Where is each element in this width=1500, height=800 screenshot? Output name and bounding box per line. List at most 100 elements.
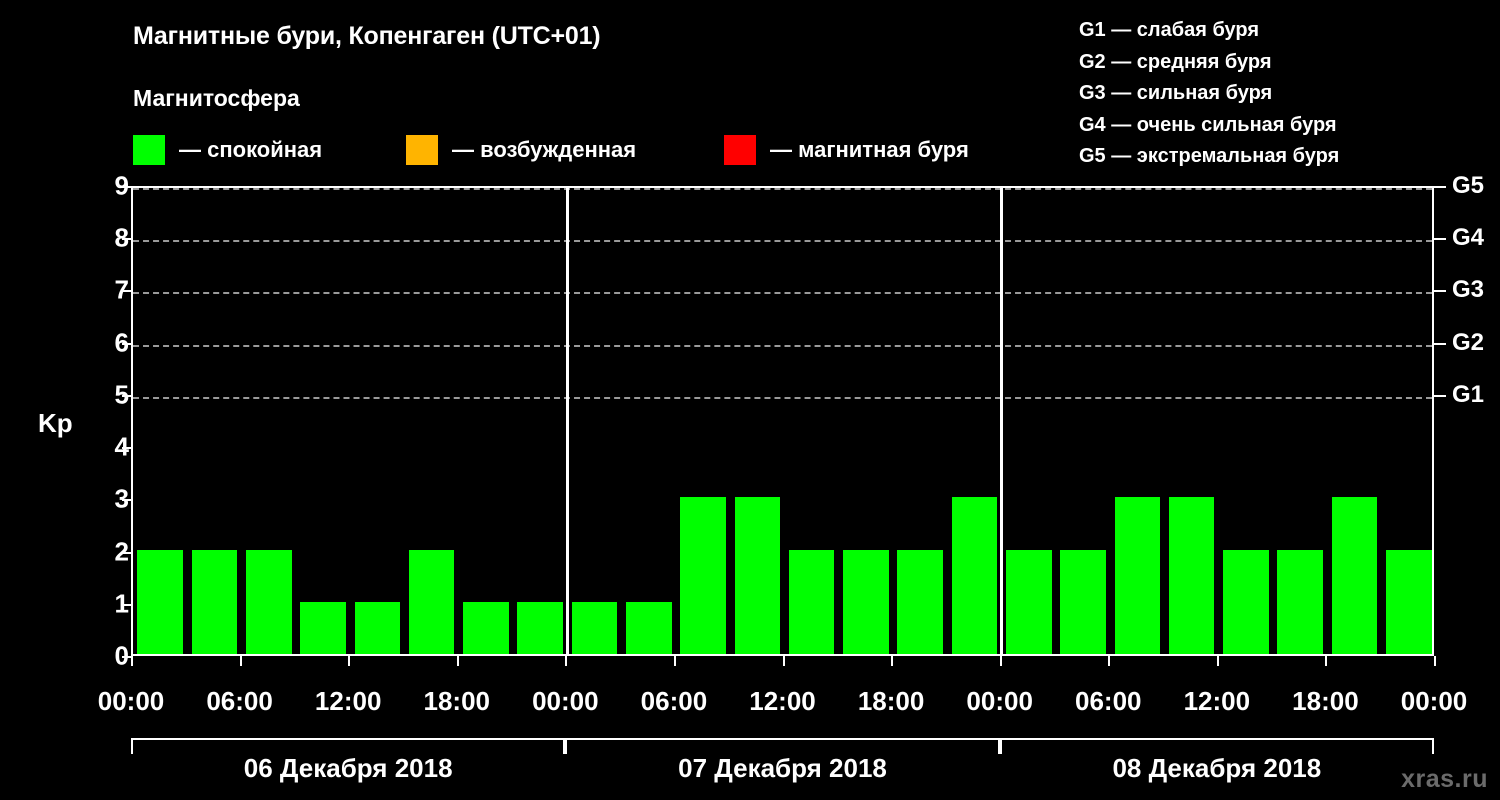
gridline-kp-7 xyxy=(133,292,1432,295)
x-tick-mark-10 xyxy=(1216,656,1219,666)
watermark: xras.ru xyxy=(1401,765,1488,793)
legend-item-storm: — магнитная буря xyxy=(724,133,969,167)
y-tick-mark-9 xyxy=(122,186,132,188)
y-tick-mark-4 xyxy=(122,447,132,450)
bar xyxy=(625,601,672,654)
date-rule-1 xyxy=(131,738,566,754)
x-tick-mark-4 xyxy=(565,656,568,666)
g-tick-mark-G2 xyxy=(1434,342,1446,345)
bar xyxy=(1277,549,1324,654)
x-tick-label-8: 00:00 xyxy=(966,686,1033,716)
x-tick-label-12: 00:00 xyxy=(1400,686,1468,716)
y-tick-label-2: 2 xyxy=(114,536,129,567)
y-tick-label-4: 4 xyxy=(114,431,129,462)
x-tick-mark-2 xyxy=(348,656,351,666)
y-axis-title: Kp xyxy=(38,408,73,438)
x-tick-label-6: 12:00 xyxy=(749,686,816,716)
legend-swatch-calm xyxy=(133,135,165,165)
g-tick-label-G1: G1 xyxy=(1452,380,1485,408)
g-tick-label-G2: G2 xyxy=(1452,328,1485,356)
y-tick-label-0: 0 xyxy=(114,640,129,671)
g-scale-legend: G1 — слабая буря G2 — средняя буря G3 — си… xyxy=(1079,15,1479,173)
y-tick-mark-7 xyxy=(122,290,132,293)
bar xyxy=(1168,497,1215,654)
y-tick-label-5: 5 xyxy=(114,379,129,410)
g-legend-row-2: G2 — средняя буря xyxy=(1079,50,1272,73)
bar xyxy=(1223,549,1269,654)
g-tick-mark-G5 xyxy=(1434,186,1446,188)
bar xyxy=(571,601,618,654)
plot-area xyxy=(131,186,1434,656)
bar xyxy=(463,601,509,654)
bar xyxy=(734,497,781,654)
y-tick-mark-6 xyxy=(122,342,132,345)
g-tick-mark-G1 xyxy=(1434,394,1446,397)
bar xyxy=(1114,497,1161,654)
gridline-kp-6 xyxy=(133,344,1432,347)
x-tick-label-10: 12:00 xyxy=(1183,686,1251,716)
y-tick-mark-1 xyxy=(122,603,132,606)
legend-swatch-active xyxy=(406,135,438,165)
x-tick-mark-6 xyxy=(782,656,785,666)
y-tick-label-7: 7 xyxy=(114,274,129,305)
bar xyxy=(300,601,346,654)
x-tick-label-1: 06:00 xyxy=(206,686,273,716)
y-tick-label-1: 1 xyxy=(114,588,129,619)
g-tick-label-G4: G4 xyxy=(1452,224,1485,252)
bar xyxy=(680,497,726,654)
page-title: Магнитные бури, Копенгаген (UTC+01) xyxy=(133,22,601,50)
x-tick-mark-3 xyxy=(456,656,459,666)
g-legend-row-3: G3 — сильная буря xyxy=(1079,82,1273,104)
x-tick-label-0: 00:00 xyxy=(97,686,165,716)
y-tick-mark-8 xyxy=(122,238,132,241)
y-tick-label-3: 3 xyxy=(114,483,129,514)
gridline-kp-8 xyxy=(133,240,1432,243)
y-tick-mark-5 xyxy=(122,394,132,397)
plot-inner xyxy=(133,188,1432,654)
x-tick-label-3: 18:00 xyxy=(423,686,491,716)
y-tick-mark-0 xyxy=(122,656,132,658)
bar xyxy=(191,549,238,654)
y-tick-mark-3 xyxy=(122,499,132,502)
day-separator-1 xyxy=(565,188,569,654)
bar xyxy=(517,601,563,654)
x-tick-label-11: 18:00 xyxy=(1292,686,1359,716)
x-tick-label-2: 12:00 xyxy=(314,686,382,716)
y-tick-label-9: 9 xyxy=(114,170,129,201)
day-separator-2 xyxy=(1000,188,1004,654)
bar xyxy=(843,549,889,654)
x-tick-mark-9 xyxy=(1108,656,1111,666)
magnetosphere-label: Магнитосфера xyxy=(133,85,300,111)
legend-item-active: — возбужденная xyxy=(406,133,636,167)
g-legend-row-5: G5 — экстремальная буря xyxy=(1079,145,1340,167)
bar xyxy=(951,497,998,654)
g-tick-mark-G4 xyxy=(1434,238,1446,241)
x-tick-label-4: 00:00 xyxy=(532,686,599,716)
legend-label-calm: — спокойная xyxy=(179,137,323,162)
x-tick-mark-0 xyxy=(131,656,133,666)
x-tick-mark-7 xyxy=(891,656,894,666)
x-tick-label-7: 18:00 xyxy=(857,686,925,716)
x-tick-mark-1 xyxy=(239,656,242,666)
bar xyxy=(1386,549,1432,654)
y-tick-label-6: 6 xyxy=(114,327,129,358)
legend-swatch-storm xyxy=(724,135,756,165)
x-tick-mark-8 xyxy=(999,656,1002,666)
g-tick-label-G3: G3 xyxy=(1452,276,1485,304)
bar xyxy=(1060,549,1106,654)
g-legend-row-4: G4 — очень сильная буря xyxy=(1079,113,1337,136)
gridline-kp-9 xyxy=(133,188,1432,190)
x-tick-mark-12 xyxy=(1434,656,1436,666)
x-tick-mark-5 xyxy=(673,656,676,666)
y-tick-mark-2 xyxy=(122,551,132,554)
x-tick-mark-11 xyxy=(1325,656,1328,666)
bar xyxy=(1006,549,1052,654)
date-rule-3 xyxy=(999,738,1434,754)
y-tick-label-8: 8 xyxy=(114,222,129,253)
legend-label-active: — возбужденная xyxy=(452,137,637,162)
x-tick-label-9: 06:00 xyxy=(1075,686,1142,716)
date-label-3: 08 Декабря 2018 xyxy=(1112,753,1322,783)
g-tick-label-G5: G5 xyxy=(1452,172,1485,199)
g-tick-mark-G3 xyxy=(1434,290,1446,293)
